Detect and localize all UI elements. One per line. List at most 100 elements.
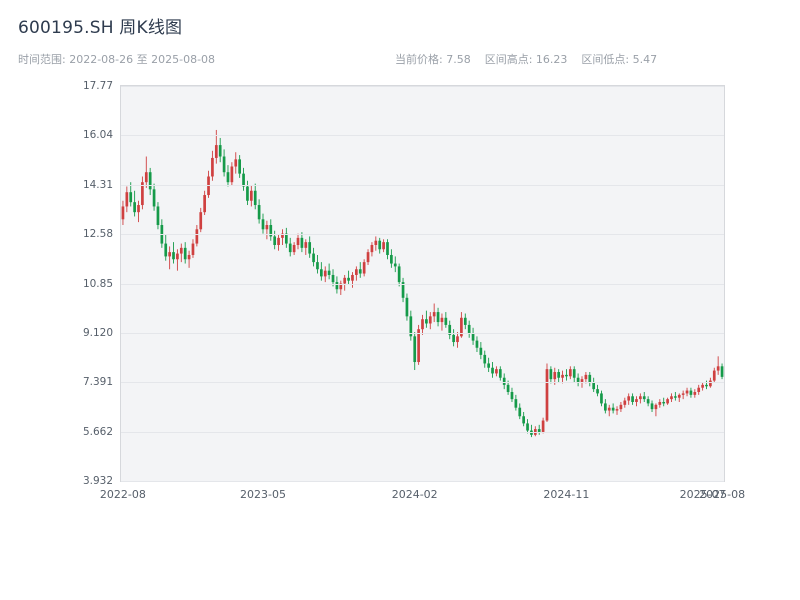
- candle: [323, 266, 327, 283]
- candle: [300, 232, 304, 253]
- price-stats: 当前价格: 7.58 区间高点: 16.23 区间低点: 5.47: [395, 51, 671, 67]
- candle: [374, 236, 378, 251]
- candle: [386, 239, 389, 260]
- candle: [199, 207, 203, 233]
- gridline: [121, 135, 724, 137]
- candle: [156, 202, 160, 230]
- candle: [487, 357, 490, 373]
- candle: [183, 242, 187, 264]
- candle: [148, 167, 152, 196]
- candle: [129, 182, 133, 207]
- candle: [284, 227, 288, 248]
- candle: [580, 376, 584, 388]
- candle: [674, 392, 677, 401]
- candle: [343, 274, 347, 291]
- candle: [642, 392, 646, 402]
- candle: [607, 404, 611, 417]
- candle: [257, 199, 261, 224]
- candle: [390, 249, 393, 268]
- candle: [152, 183, 156, 211]
- candle: [658, 399, 662, 408]
- candle: [421, 314, 424, 335]
- y-axis-tick-label: 14.31: [82, 178, 113, 191]
- candle: [635, 396, 638, 407]
- candle: [572, 366, 576, 383]
- candle: [327, 263, 331, 280]
- x-axis-tick-label: 2024-11: [543, 488, 590, 501]
- candle: [366, 249, 370, 265]
- gridline: [121, 481, 724, 482]
- candle: [681, 390, 685, 400]
- candle: [475, 336, 479, 353]
- candle: [144, 156, 148, 188]
- x-axis-tick-label: 2022-08: [99, 488, 146, 501]
- candle: [545, 363, 549, 422]
- candle: [304, 239, 308, 255]
- candle: [378, 237, 382, 254]
- candle: [226, 165, 230, 187]
- candle: [436, 307, 440, 327]
- candle: [510, 387, 514, 402]
- plot-area: [120, 85, 725, 482]
- candle: [273, 230, 277, 250]
- y-axis-tick-label: 12.58: [82, 228, 113, 241]
- candle: [619, 401, 623, 412]
- candle: [495, 366, 498, 377]
- candle: [382, 239, 385, 253]
- candle: [588, 372, 592, 387]
- gridline: [121, 234, 724, 236]
- candle: [662, 397, 666, 407]
- candle: [666, 397, 669, 405]
- candle: [654, 403, 658, 417]
- x-axis-tick-label: 2024-02: [391, 488, 438, 501]
- y-axis-tick-label: 16.04: [82, 129, 113, 142]
- range-low-label: 区间低点: 5.47: [581, 53, 658, 66]
- candle: [689, 387, 693, 398]
- gridline: [121, 184, 724, 186]
- candle: [568, 366, 572, 380]
- candle: [440, 313, 444, 331]
- candle: [502, 373, 506, 390]
- candlestick-series: [121, 129, 724, 438]
- candle: [308, 236, 312, 258]
- candle: [646, 396, 650, 407]
- candle: [191, 239, 195, 258]
- candle: [393, 256, 397, 273]
- candle: [335, 276, 339, 294]
- candle: [288, 237, 292, 257]
- candle: [467, 320, 471, 338]
- candle: [701, 382, 704, 391]
- candle: [479, 342, 483, 360]
- candle: [261, 213, 265, 234]
- candle: [125, 186, 129, 213]
- candle: [561, 370, 564, 384]
- candle: [631, 393, 634, 405]
- candle: [549, 366, 553, 384]
- candle: [460, 312, 463, 338]
- candle: [417, 324, 420, 365]
- candle: [498, 366, 502, 381]
- candle: [584, 372, 588, 384]
- candle: [553, 367, 557, 385]
- candle: [222, 149, 226, 177]
- y-axis-tick-label: 3.932: [82, 475, 113, 487]
- candle: [351, 272, 354, 288]
- candle: [627, 393, 631, 405]
- candle: [141, 176, 144, 210]
- candle: [164, 235, 168, 261]
- candle: [720, 363, 724, 380]
- candle: [121, 200, 125, 226]
- y-axis-tick-label: 7.391: [82, 376, 113, 389]
- candle: [448, 320, 452, 340]
- candle: [541, 417, 545, 434]
- candle: [716, 356, 720, 375]
- candle: [483, 350, 487, 368]
- candle: [230, 162, 234, 186]
- y-axis-tick-label: 17.77: [82, 80, 113, 92]
- page-title: 600195.SH 周K线图: [18, 18, 183, 38]
- candle: [600, 390, 603, 407]
- candle: [277, 235, 280, 251]
- candle: [526, 419, 529, 434]
- candle: [432, 303, 436, 323]
- x-axis-tick-label: 2025-07: [679, 488, 726, 501]
